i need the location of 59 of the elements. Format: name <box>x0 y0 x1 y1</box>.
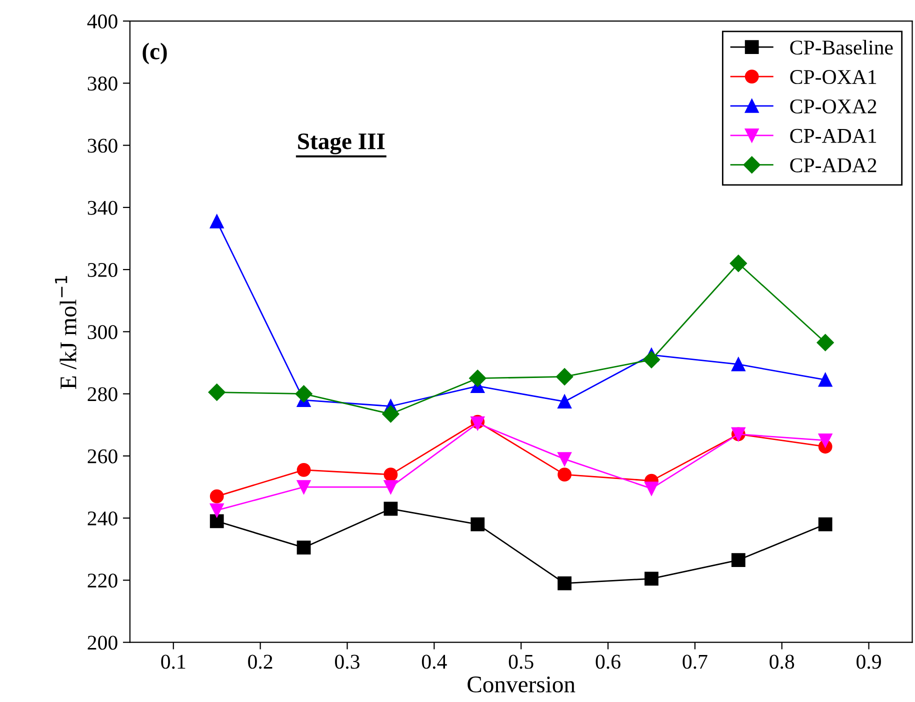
y-tick-label: 260 <box>88 449 118 464</box>
point <box>210 489 224 504</box>
point <box>384 468 398 482</box>
y-tick-label: 220 <box>88 574 118 588</box>
point <box>208 384 226 401</box>
y-tick-label: 200 <box>88 636 118 650</box>
y-tick-label: 360 <box>88 138 118 153</box>
x-tick-label: 0.3 <box>335 654 360 669</box>
point <box>469 370 486 387</box>
y-tick-label: 280 <box>88 387 118 402</box>
point <box>210 514 224 528</box>
point <box>382 405 400 423</box>
y-tick-label: 340 <box>88 200 118 215</box>
point <box>384 502 398 516</box>
point <box>556 368 574 386</box>
point <box>818 433 832 448</box>
point <box>210 503 224 518</box>
legend-label: CP-OXA2 <box>790 99 876 114</box>
legend-label: CP-ADA2 <box>790 158 876 172</box>
point <box>296 462 311 477</box>
point <box>558 452 572 466</box>
point <box>731 357 746 372</box>
point <box>296 540 311 555</box>
y-tick-label: 300 <box>88 325 118 340</box>
point <box>730 254 747 272</box>
point <box>295 385 312 402</box>
point <box>816 334 834 352</box>
point <box>644 482 658 496</box>
y-axis-title: E /kJ mol$^{−1}$ <box>55 276 76 389</box>
legend-label: CP-OXA1 <box>790 70 876 84</box>
y-tick-label: 320 <box>88 262 118 277</box>
x-tick-label: 0.4 <box>422 654 447 669</box>
point <box>731 553 746 567</box>
point <box>558 468 572 482</box>
y-tick-label: 400 <box>87 14 118 28</box>
x-tick-label: 0.6 <box>596 654 620 669</box>
legend-label: CP-ADA1 <box>790 128 876 143</box>
point <box>558 394 572 409</box>
x-tick-label: 0.5 <box>508 654 534 669</box>
point <box>818 372 832 387</box>
x-tick-label: 0.7 <box>682 654 708 669</box>
point <box>210 214 224 228</box>
x-tick-label: 0.2 <box>248 654 272 669</box>
point <box>470 517 485 532</box>
legend-label: CP-Baseline <box>790 40 893 55</box>
point <box>558 576 572 590</box>
point <box>818 517 832 532</box>
x-tick-label: 0.8 <box>770 654 794 669</box>
point <box>642 351 660 368</box>
x-tick-label: 0.1 <box>161 654 186 669</box>
annotation: (c) <box>142 42 167 64</box>
point <box>644 572 658 586</box>
point <box>296 480 311 494</box>
annotation: Stage III <box>298 133 385 154</box>
x-axis-title: Conversion <box>468 676 576 692</box>
y-tick-label: 380 <box>88 76 118 91</box>
y-tick-label: 240 <box>88 511 118 526</box>
x-tick-label: 0.9 <box>856 654 881 669</box>
point <box>384 480 398 494</box>
